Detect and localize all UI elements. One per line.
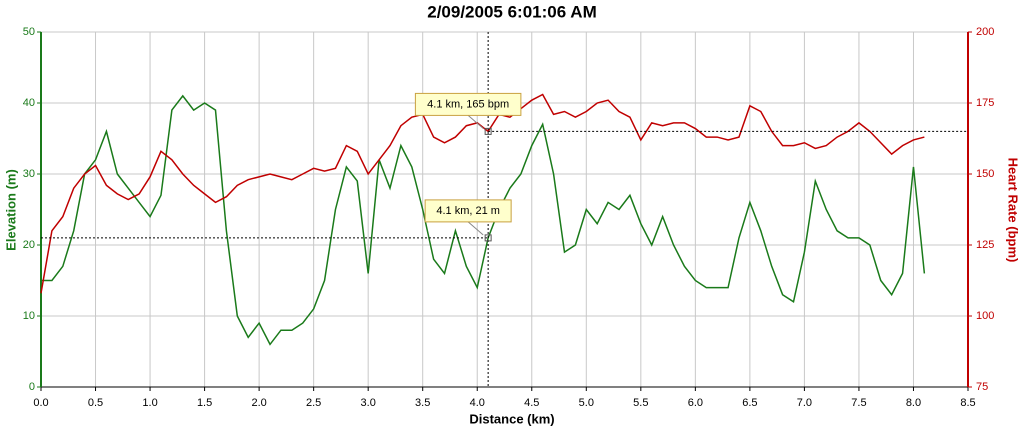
y-tick-label: 10 — [23, 310, 35, 322]
x-tick-label: 4.5 — [524, 397, 539, 409]
y-tick-label: 50 — [23, 26, 35, 38]
x-tick-label: 6.0 — [688, 397, 703, 409]
y-tick-label: 20 — [23, 239, 35, 251]
x-tick-label: 7.0 — [797, 397, 812, 409]
series-line — [40, 93, 925, 294]
y2-tick-label: 100 — [976, 310, 994, 322]
x-tick-label: 4.0 — [470, 397, 485, 409]
callout-text: 4.1 km, 21 m — [436, 205, 500, 217]
y-tick-label: 30 — [23, 168, 35, 180]
y-tick-label: 40 — [23, 97, 35, 109]
y2-tick-label: 200 — [976, 26, 994, 38]
y2-tick-label: 75 — [976, 381, 988, 393]
y2-tick-label: 175 — [976, 97, 994, 109]
y-axis-label: Elevation (m) — [3, 169, 18, 251]
y2-axis-label: Heart Rate (bpm) — [1006, 158, 1021, 263]
x-tick-label: 0.5 — [88, 397, 103, 409]
y2-tick-label: 150 — [976, 168, 994, 180]
x-tick-label: 8.5 — [960, 397, 975, 409]
x-tick-label: 6.5 — [742, 397, 757, 409]
x-tick-label: 8.0 — [906, 397, 921, 409]
x-tick-label: 3.0 — [361, 397, 376, 409]
y-tick-label: 0 — [29, 381, 35, 393]
marker — [484, 127, 492, 135]
marker — [484, 234, 492, 242]
x-tick-label: 0.0 — [33, 397, 48, 409]
chart-title: 2/09/2005 6:01:06 AM — [427, 2, 596, 21]
x-tick-label: 3.5 — [415, 397, 430, 409]
callout-leader — [467, 221, 484, 236]
x-tick-label: 2.0 — [251, 397, 266, 409]
x-tick-label: 7.5 — [851, 397, 866, 409]
x-tick-label: 1.5 — [197, 397, 212, 409]
callout-box — [414, 92, 522, 116]
x-tick-label: 2.5 — [306, 397, 321, 409]
callout-box — [424, 199, 512, 223]
x-tick-label: 1.0 — [142, 397, 157, 409]
x-tick-label: 5.0 — [579, 397, 594, 409]
y2-tick-label: 125 — [976, 239, 994, 251]
series-line — [41, 94, 926, 346]
x-tick-label: 5.5 — [633, 397, 648, 409]
callout-leader — [467, 115, 484, 129]
callout-text: 4.1 km, 165 bpm — [427, 98, 509, 110]
x-axis-label: Distance (km) — [469, 411, 554, 426]
